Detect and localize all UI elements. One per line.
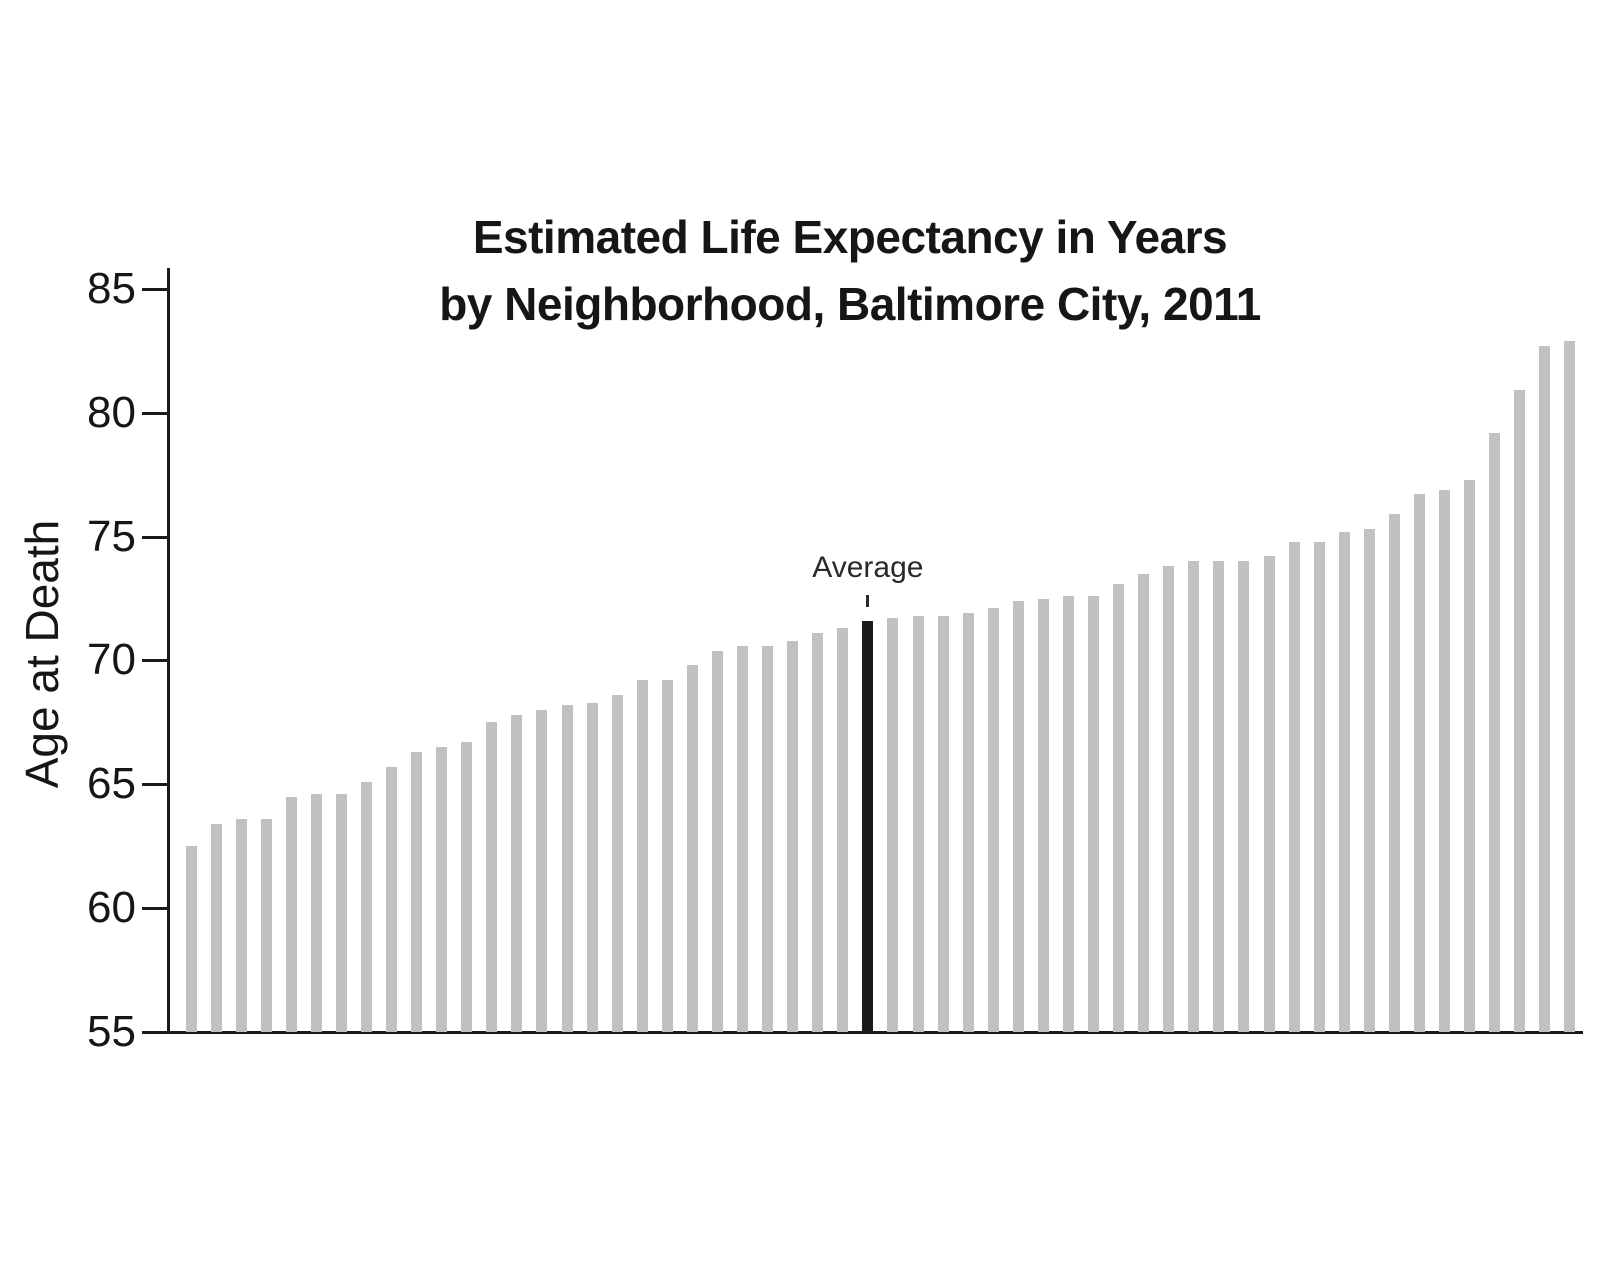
y-tick-85: [142, 287, 168, 291]
x-axis-line: [167, 1031, 1583, 1034]
bar: [987, 608, 999, 1032]
bar: [1062, 596, 1074, 1032]
bar: [586, 702, 598, 1032]
bar: [611, 695, 623, 1032]
bar: [1489, 432, 1501, 1032]
bar: [1338, 531, 1350, 1032]
y-axis-line: [167, 268, 170, 1034]
bar: [1163, 566, 1175, 1032]
bar: [1464, 479, 1476, 1032]
bar: [962, 613, 974, 1032]
average-bar: [862, 620, 874, 1032]
chart-title-line2: by Neighborhood, Baltimore City, 2011: [439, 278, 1261, 330]
bar: [285, 796, 297, 1032]
y-tick-label-60: 60: [87, 883, 136, 933]
bar: [1564, 340, 1576, 1032]
bar: [1413, 494, 1425, 1032]
bar: [561, 705, 573, 1032]
y-tick-label-85: 85: [87, 263, 136, 313]
bar: [887, 618, 899, 1032]
chart-title: Estimated Life Expectancy in Years by Ne…: [100, 204, 1600, 338]
bar: [1088, 596, 1100, 1032]
y-tick-label-65: 65: [87, 759, 136, 809]
bar: [1514, 390, 1526, 1032]
bar: [762, 645, 774, 1032]
bar: [235, 818, 247, 1032]
bar: [335, 794, 347, 1032]
bar: [737, 645, 749, 1032]
bar: [210, 823, 222, 1032]
y-tick-75: [142, 535, 168, 539]
y-tick-label-70: 70: [87, 635, 136, 685]
bar: [1113, 583, 1125, 1032]
average-annotation-tick: [866, 595, 870, 607]
bar: [1012, 601, 1024, 1032]
bar: [1439, 489, 1450, 1032]
y-tick-80: [142, 411, 168, 415]
bar: [1313, 541, 1325, 1032]
bar: [787, 640, 799, 1032]
bar: [837, 628, 849, 1032]
bar: [386, 766, 398, 1032]
y-tick-label-55: 55: [87, 1007, 136, 1056]
bar: [185, 846, 197, 1032]
bar: [711, 650, 723, 1032]
bar: [1388, 514, 1400, 1032]
bar: [511, 714, 523, 1032]
y-tick-label-80: 80: [87, 387, 136, 437]
y-tick-55: [142, 1031, 168, 1034]
bar: [636, 680, 648, 1032]
bar: [461, 742, 473, 1032]
bar: [1263, 556, 1275, 1032]
bar: [937, 615, 949, 1032]
bar: [1037, 598, 1049, 1032]
bar: [1288, 541, 1300, 1032]
average-annotation-label: Average: [812, 551, 924, 584]
bar: [411, 752, 423, 1032]
y-tick-label-75: 75: [87, 511, 136, 561]
bar: [360, 781, 372, 1032]
bar: [1539, 345, 1551, 1032]
bar: [310, 794, 322, 1032]
bar: [661, 680, 673, 1032]
bar: [812, 633, 824, 1032]
bar: [912, 615, 924, 1032]
bar: [1213, 561, 1225, 1032]
bar: [260, 818, 272, 1032]
chart-title-line1: Estimated Life Expectancy in Years: [472, 211, 1228, 263]
bar: [1363, 529, 1375, 1032]
bar: [1138, 573, 1150, 1032]
bar: [686, 665, 698, 1032]
y-tick-65: [142, 783, 168, 787]
bar: [1238, 561, 1250, 1032]
y-tick-70: [142, 659, 168, 663]
bar: [486, 722, 498, 1032]
bar: [436, 747, 448, 1032]
bar: [536, 709, 548, 1032]
y-tick-60: [142, 907, 168, 911]
bar: [1188, 561, 1200, 1032]
